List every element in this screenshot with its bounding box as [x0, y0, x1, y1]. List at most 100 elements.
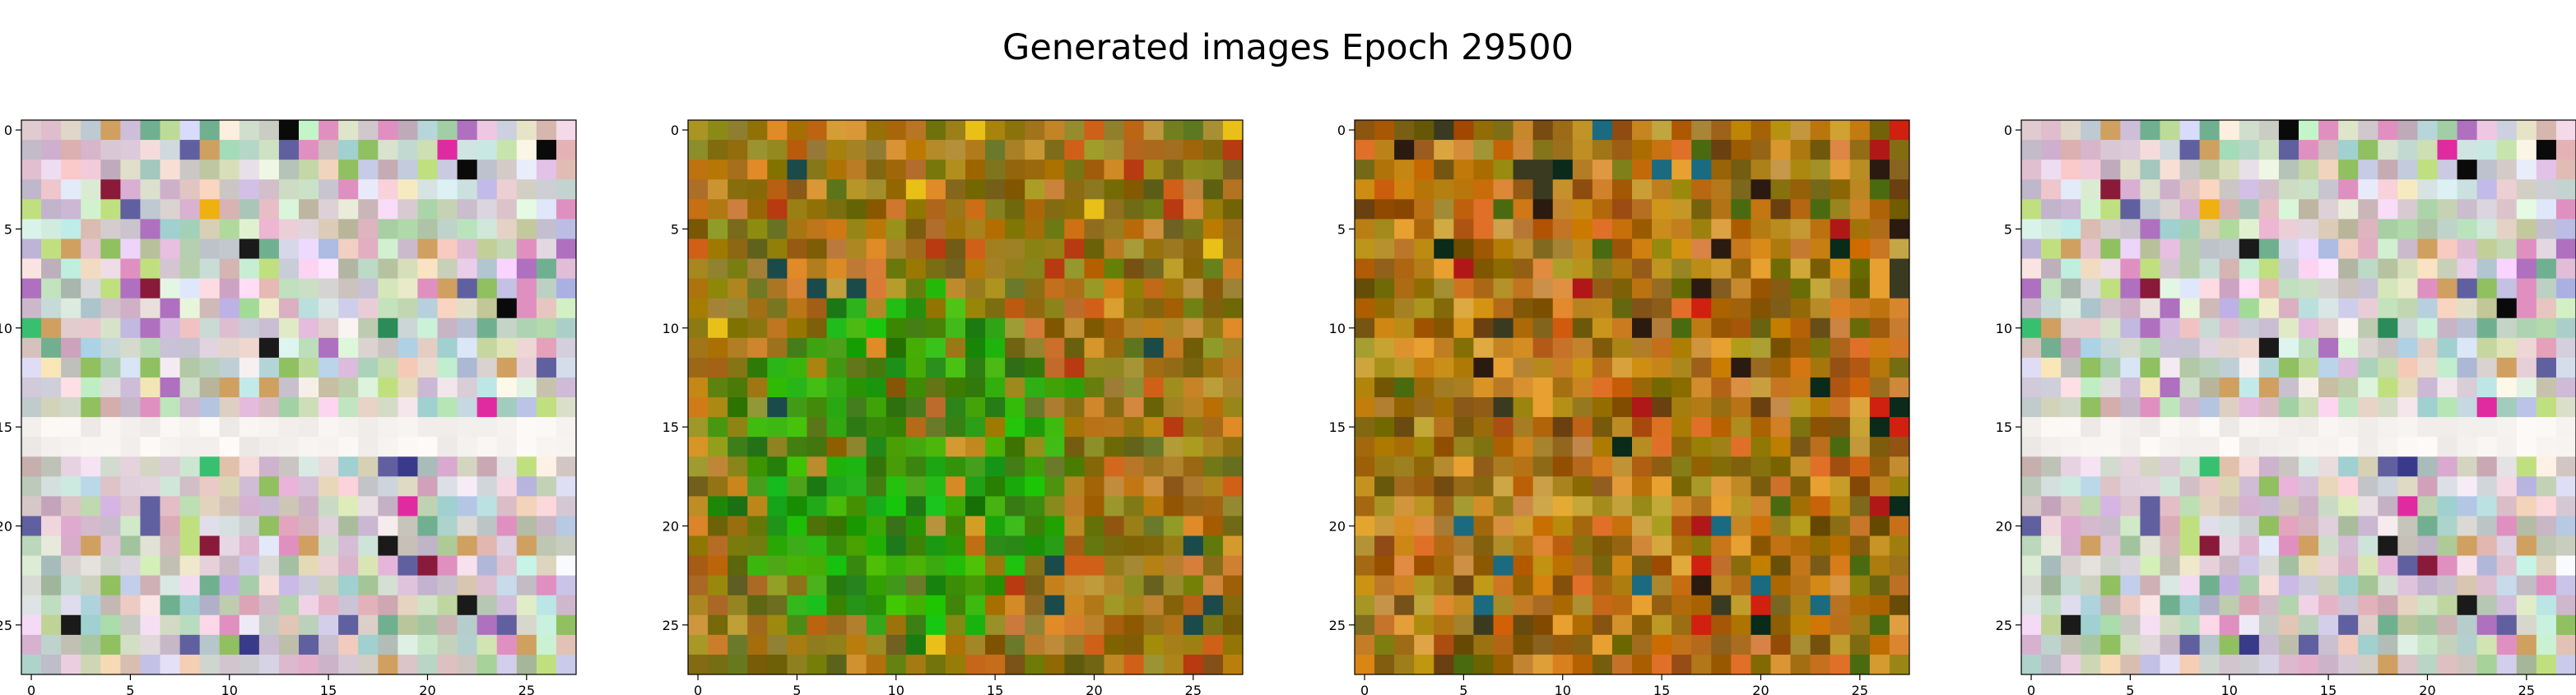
pixel-cell: [846, 179, 867, 200]
pixel-cell: [437, 357, 458, 378]
pixel-cell: [2536, 516, 2557, 536]
pixel-cell: [1143, 575, 1165, 596]
pixel-cell: [1731, 496, 1751, 517]
pixel-cell: [1889, 317, 1910, 339]
pixel-cell: [1473, 179, 1494, 200]
pixel-cell: [496, 397, 518, 418]
pixel-cell: [905, 437, 927, 457]
pixel-cell: [1532, 199, 1554, 220]
pixel-cell: [160, 614, 181, 636]
pixel-cell: [1453, 140, 1474, 160]
pixel-cell: [2338, 199, 2359, 220]
pixel-cell: [1394, 199, 1415, 220]
pixel-cell: [1414, 219, 1434, 239]
pixel-cell: [437, 239, 458, 259]
pixel-cell: [1414, 417, 1434, 438]
pixel-cell: [1064, 456, 1085, 477]
pixel-cell: [1849, 317, 1871, 339]
pixel-cell: [2278, 437, 2299, 457]
pixel-cell: [258, 317, 280, 339]
pixel-cell: [21, 317, 42, 339]
pixel-cell: [258, 595, 280, 616]
pixel-cell: [965, 476, 986, 497]
pixel-cell: [179, 377, 201, 398]
pixel-cell: [2160, 258, 2181, 280]
pixel-cell: [2437, 575, 2458, 596]
pixel-cell: [179, 634, 201, 656]
pixel-cell: [2258, 654, 2280, 675]
y-tick-label: 10: [1329, 321, 1346, 336]
pixel-cell: [985, 219, 1006, 239]
pixel-cell: [2536, 298, 2557, 319]
pixel-cell: [1044, 634, 1065, 656]
pixel-cell: [477, 179, 498, 200]
pixel-cell: [1064, 654, 1085, 675]
pixel-cell: [1672, 199, 1692, 220]
pixel-cell: [1672, 417, 1692, 438]
pixel-cell: [826, 219, 848, 239]
pixel-cell: [2278, 456, 2299, 477]
pixel-cell: [299, 614, 319, 636]
pixel-cell: [1493, 496, 1514, 517]
pixel-cell: [1849, 337, 1871, 359]
pixel-cell: [21, 239, 42, 259]
pixel-cell: [278, 595, 300, 616]
pixel-cell: [299, 535, 319, 557]
pixel-cell: [1084, 317, 1104, 339]
pixel-cell: [2318, 278, 2339, 299]
pixel-cell: [81, 160, 101, 180]
pixel-cell: [688, 516, 709, 536]
pixel-cell: [2496, 317, 2518, 339]
pixel-cell: [1025, 317, 1045, 339]
pixel-cell: [1104, 160, 1125, 180]
pixel-cell: [81, 555, 101, 577]
pixel-cell: [2318, 239, 2339, 259]
pixel-cell: [2081, 278, 2101, 299]
pixel-cell: [1374, 437, 1395, 457]
pixel-cell: [2258, 219, 2280, 239]
pixel-cell: [886, 437, 907, 457]
pixel-cell: [2338, 595, 2359, 616]
generated-image-panel-2: 0 5 10 15 20 25 0 5 10 15 20 25: [663, 119, 1244, 695]
pixel-cell: [1672, 160, 1692, 180]
pixel-cell: [747, 120, 768, 141]
pixel-cell: [1532, 317, 1554, 339]
pixel-cell: [140, 476, 160, 497]
pixel-cell: [1572, 219, 1593, 239]
pixel-cell: [2516, 239, 2537, 259]
pixel-cell: [81, 219, 101, 239]
pixel-cell: [2081, 575, 2101, 596]
pixel-cell: [925, 456, 946, 477]
pixel-cell: [258, 337, 280, 359]
pixel-cell: [1355, 634, 1375, 656]
pixel-cell: [985, 179, 1006, 200]
pixel-cell: [299, 595, 319, 616]
pixel-cell: [1889, 496, 1910, 517]
pixel-cell: [2081, 476, 2101, 497]
pixel-cell: [1532, 634, 1554, 656]
pixel-cell: [1552, 337, 1574, 359]
pixel-cell: [2555, 278, 2576, 299]
pixel-cell: [1711, 614, 1732, 636]
pixel-cell: [378, 535, 398, 557]
pixel-cell: [1532, 456, 1554, 477]
pixel-cell: [1143, 317, 1165, 339]
pixel-cell: [1632, 654, 1653, 675]
pixel-cell: [140, 437, 160, 457]
pixel-cell: [437, 377, 458, 398]
pixel-cell: [21, 417, 42, 438]
pixel-cell: [826, 199, 848, 220]
pixel-cell: [965, 555, 986, 577]
pixel-cell: [1064, 317, 1085, 339]
pixel-cell: [2160, 179, 2181, 200]
pixel-cell: [2199, 140, 2220, 160]
pixel-cell: [1790, 496, 1811, 517]
pixel-cell: [1025, 654, 1045, 675]
pixel-cell: [1751, 120, 1771, 141]
pixel-cell: [2081, 614, 2101, 636]
pixel-cell: [1672, 516, 1692, 536]
pixel-cell: [708, 337, 728, 359]
pixel-cell: [1084, 614, 1104, 636]
pixel-cell: [1751, 634, 1771, 656]
